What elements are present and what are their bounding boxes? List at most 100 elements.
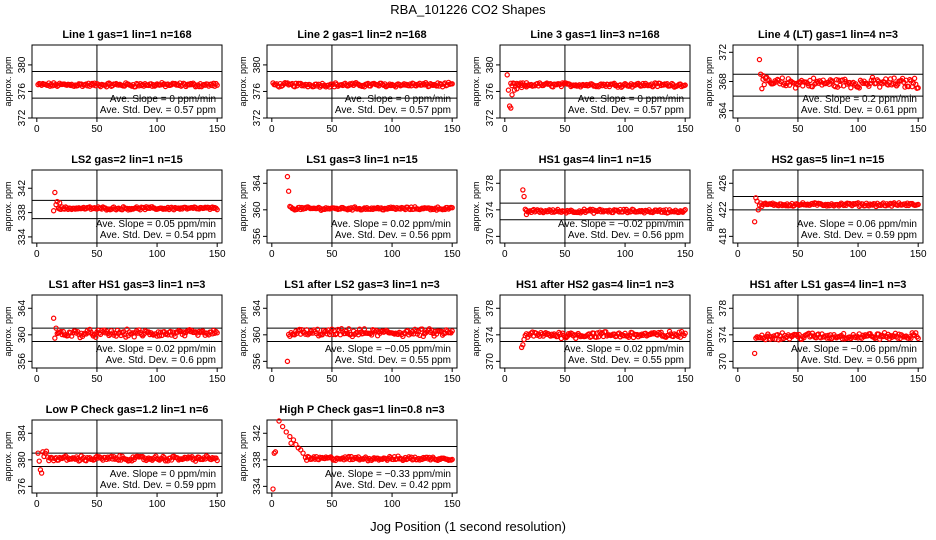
data-point bbox=[449, 205, 455, 211]
data-point bbox=[810, 75, 817, 81]
x-tick-label: 150 bbox=[209, 124, 226, 135]
plot-frame bbox=[31, 169, 223, 244]
x-tick-label: 100 bbox=[850, 249, 867, 260]
y-tick-label: 370 bbox=[485, 353, 496, 370]
y-axis-label: approx. ppm bbox=[704, 181, 714, 231]
slope-annotation: Ave. Slope = 0.2 ppm/min bbox=[802, 94, 917, 105]
panel-title: HS2 gas=5 lin=1 n=15 bbox=[772, 154, 885, 166]
data-point bbox=[300, 450, 306, 456]
slope-annotation: Ave. Slope = −0.02 ppm/min bbox=[558, 219, 684, 230]
data-point bbox=[58, 328, 64, 335]
plot-frame bbox=[266, 294, 458, 369]
data-point bbox=[856, 85, 862, 91]
data-point bbox=[87, 326, 93, 333]
plot-frame bbox=[732, 169, 924, 244]
data-point bbox=[213, 328, 219, 335]
panel-8: HS2 gas=5 lin=1 n=15 0 50 100 150 418 422 426 ap… bbox=[704, 154, 927, 260]
panel-9: LS1 after HS1 gas=3 lin=1 n=3 0 50 100 150 35… bbox=[3, 279, 226, 385]
data-point bbox=[521, 193, 527, 200]
plot-frame bbox=[266, 169, 458, 244]
x-tick-label: 50 bbox=[792, 249, 804, 260]
x-tick-label: 0 bbox=[502, 124, 508, 135]
data-point bbox=[320, 327, 327, 334]
y-tick-label: 372 bbox=[718, 44, 729, 61]
x-tick-label: 150 bbox=[910, 374, 927, 385]
x-tick-label: 150 bbox=[209, 499, 226, 510]
panel-title: Line 1 gas=1 lin=1 n=168 bbox=[62, 29, 191, 41]
x-tick-label: 50 bbox=[559, 374, 571, 385]
panel-11: HS1 after HS2 gas=4 lin=1 n=3 0 50 100 150 37… bbox=[471, 279, 694, 385]
slope-annotation: Ave. Slope = 0 ppm/min bbox=[110, 469, 216, 480]
data-point bbox=[284, 358, 291, 365]
panel-title: Low P Check gas=1.2 lin=1 n=6 bbox=[46, 404, 209, 416]
panel-13: Low P Check gas=1.2 lin=1 n=6 0 50 100 150 37… bbox=[3, 404, 226, 510]
slope-annotation: Ave. Slope = 0 ppm/min bbox=[345, 94, 451, 105]
y-tick-label: 370 bbox=[718, 353, 729, 370]
data-point bbox=[840, 202, 847, 209]
x-tick-label: 150 bbox=[677, 249, 694, 260]
data-point bbox=[346, 453, 352, 460]
data-point bbox=[56, 200, 63, 206]
data-point bbox=[279, 423, 286, 430]
y-tick-label: 380 bbox=[17, 56, 28, 73]
data-point bbox=[824, 335, 830, 341]
x-tick-label: 100 bbox=[384, 374, 401, 385]
y-tick-label: 378 bbox=[485, 174, 496, 191]
y-axis-label: approx. ppm bbox=[704, 306, 714, 356]
x-tick-label: 50 bbox=[91, 249, 103, 260]
y-tick-label: 360 bbox=[17, 326, 28, 343]
panel-3: Line 3 gas=1 lin=3 n=168 0 50 100 150 372 376 3… bbox=[471, 29, 694, 135]
x-tick-label: 0 bbox=[34, 499, 40, 510]
data-point bbox=[214, 82, 220, 88]
y-axis-label: approx. ppm bbox=[3, 181, 13, 231]
x-tick-label: 0 bbox=[269, 249, 275, 260]
x-tick-label: 0 bbox=[735, 249, 741, 260]
data-point bbox=[681, 208, 687, 214]
y-tick-label: 378 bbox=[718, 299, 729, 316]
data-point bbox=[833, 76, 840, 83]
stddev-annotation: Ave. Std. Dev. = 0.61 ppm bbox=[801, 105, 917, 116]
plot-frame bbox=[499, 44, 691, 119]
plot-frame bbox=[31, 294, 223, 369]
y-tick-label: 376 bbox=[252, 83, 263, 100]
y-tick-label: 374 bbox=[485, 201, 496, 218]
data-point bbox=[915, 201, 921, 208]
slope-annotation: Ave. Slope = 0.02 ppm/min bbox=[564, 344, 684, 355]
y-tick-label: 374 bbox=[485, 326, 496, 343]
x-tick-label: 150 bbox=[444, 499, 461, 510]
slope-annotation: Ave. Slope = 0 ppm/min bbox=[578, 94, 684, 105]
y-tick-label: 338 bbox=[252, 451, 263, 468]
data-point bbox=[520, 187, 526, 193]
y-tick-label: 376 bbox=[17, 83, 28, 100]
x-tick-label: 0 bbox=[34, 124, 40, 135]
y-tick-label: 356 bbox=[252, 228, 263, 245]
y-tick-label: 372 bbox=[485, 109, 496, 126]
panel-12: HS1 after LS1 gas=4 lin=1 n=3 0 50 100 150 37… bbox=[704, 279, 927, 385]
y-tick-label: 364 bbox=[252, 299, 263, 316]
data-point bbox=[346, 326, 352, 332]
data-point bbox=[809, 330, 816, 336]
data-point bbox=[761, 81, 767, 88]
x-tick-label: 150 bbox=[910, 249, 927, 260]
stddev-annotation: Ave. Std. Dev. = 0.57 ppm bbox=[335, 105, 451, 116]
y-tick-label: 334 bbox=[252, 478, 263, 495]
stddev-annotation: Ave. Std. Dev. = 0.55 ppm bbox=[335, 355, 451, 366]
y-tick-label: 360 bbox=[252, 326, 263, 343]
panel-title: Line 4 (LT) gas=1 lin=4 n=3 bbox=[758, 29, 898, 41]
data-point bbox=[145, 329, 152, 335]
slope-annotation: Ave. Slope = −0.06 ppm/min bbox=[791, 344, 917, 355]
figure-title: RBA_101226 CO2 Shapes bbox=[390, 2, 546, 17]
stddev-annotation: Ave. Std. Dev. = 0.42 ppm bbox=[335, 480, 451, 491]
x-tick-label: 50 bbox=[91, 499, 103, 510]
panel-title: HS1 after HS2 gas=4 lin=1 n=3 bbox=[516, 279, 674, 291]
data-point bbox=[779, 75, 786, 81]
y-tick-label: 380 bbox=[17, 451, 28, 468]
slope-annotation: Ave. Slope = 0.05 ppm/min bbox=[96, 219, 216, 230]
data-point bbox=[908, 335, 914, 341]
panel-14: High P Check gas=1 lin=0.8 n=3 0 50 100 150 3… bbox=[238, 404, 461, 510]
data-point bbox=[915, 335, 921, 342]
panel-title: High P Check gas=1 lin=0.8 n=3 bbox=[279, 404, 444, 416]
y-tick-label: 338 bbox=[17, 204, 28, 221]
data-point bbox=[296, 326, 303, 333]
data-point bbox=[53, 325, 59, 331]
